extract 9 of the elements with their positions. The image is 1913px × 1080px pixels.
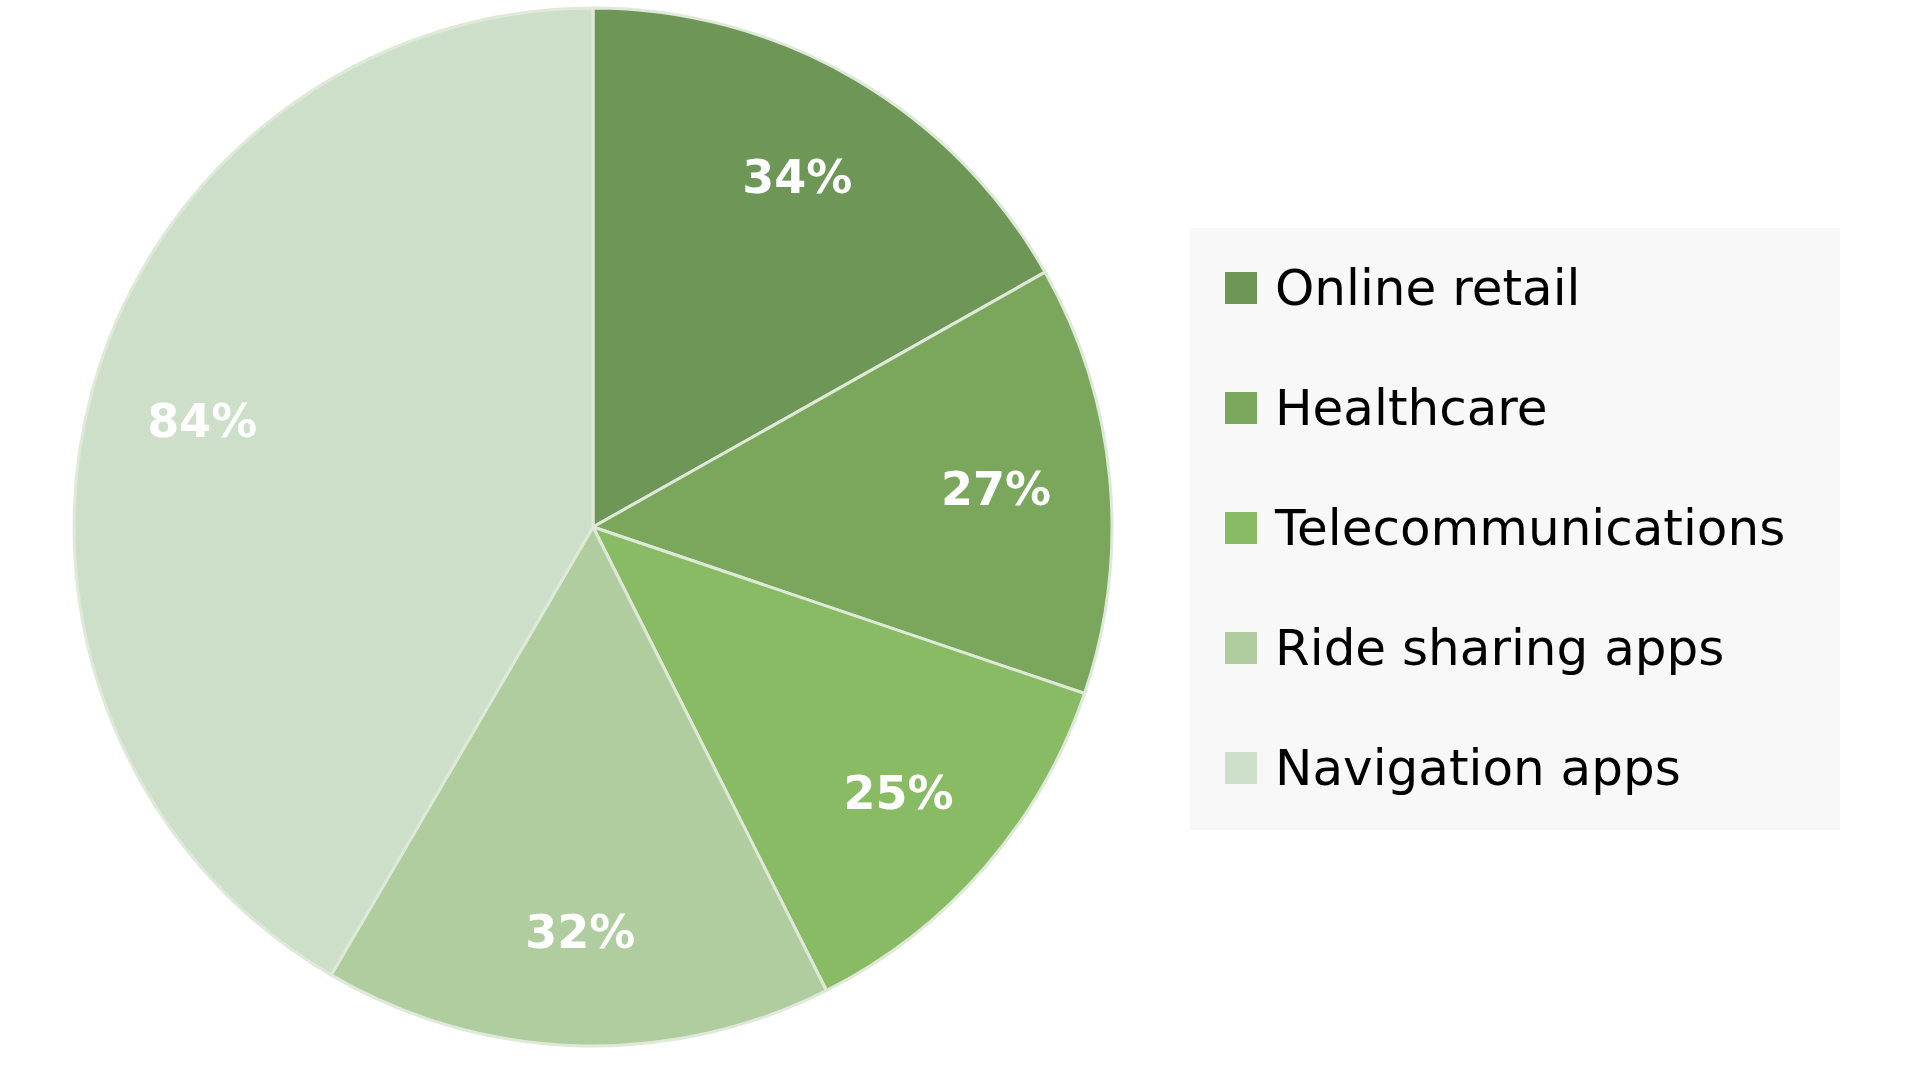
data-label: 27% [941, 462, 1052, 517]
legend-label: Healthcare [1275, 379, 1548, 437]
data-label: 34% [742, 150, 853, 205]
legend-label: Online retail [1275, 259, 1581, 317]
data-label: 32% [525, 904, 636, 959]
data-label: 25% [843, 765, 954, 820]
legend-label: Navigation apps [1275, 739, 1681, 797]
legend-label: Ride sharing apps [1275, 619, 1725, 677]
legend-label: Telecommunications [1274, 499, 1786, 557]
